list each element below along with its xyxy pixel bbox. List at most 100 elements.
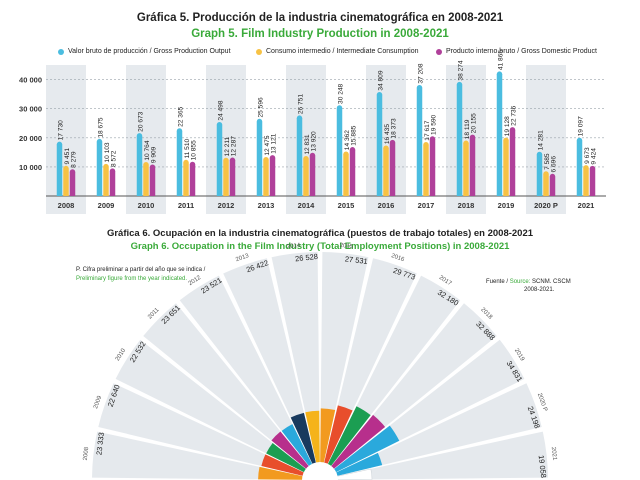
bar <box>63 168 69 196</box>
data-label: 13 920 <box>311 131 318 152</box>
bar-cap <box>229 157 236 163</box>
radial-bar <box>258 466 313 480</box>
radial-track <box>179 275 317 474</box>
data-label: 8 279 <box>71 151 78 168</box>
radial-track <box>143 303 315 475</box>
data-label: 12 475 <box>264 135 271 156</box>
x-tick-label: 2021 <box>578 201 595 210</box>
source-note: Fuente / Source: SCNM. CSCM 2008-2021. <box>486 278 596 294</box>
radial-bar <box>305 410 320 473</box>
y-tick-label: 30 000 <box>19 105 42 114</box>
radial-track <box>327 383 542 479</box>
data-label: 15 885 <box>351 125 358 146</box>
bar <box>429 138 436 196</box>
chart1-title: Gráfica 5. Producción de la industria ci… <box>136 12 504 24</box>
bar-cap <box>183 159 189 166</box>
data-label: 22 365 <box>178 106 185 127</box>
data-label: 25 596 <box>258 97 265 118</box>
bar-cap <box>583 165 589 171</box>
radial-bar <box>320 408 336 473</box>
data-label: 13 121 <box>271 133 278 154</box>
data-label: 8 572 <box>111 150 118 167</box>
radial-track <box>115 339 314 477</box>
legend-item-gross-output: Valor bruto de producción / Gross Produc… <box>58 48 231 55</box>
radial-bar <box>321 405 353 473</box>
bar-cap <box>423 142 429 148</box>
bar <box>416 87 423 196</box>
x-tick-label: 2014 <box>298 201 316 210</box>
data-label: 20 155 <box>471 113 478 134</box>
chart2-subtitle: Graph 6. Occupation in the Film Industry… <box>130 241 510 252</box>
bar <box>383 148 389 196</box>
radial-bar <box>290 412 319 473</box>
bar-cap <box>389 139 396 146</box>
radial-year-label: 2014 <box>287 243 302 251</box>
x-tick-label: 2008 <box>58 201 75 210</box>
radial-bar <box>271 431 315 475</box>
bar <box>456 84 463 196</box>
source-label-en: Source: <box>509 279 531 285</box>
legend-label-gdp: Producto interno bruto / Gross Domestic … <box>446 48 597 55</box>
bar <box>143 164 149 196</box>
radial-bar <box>323 406 371 474</box>
bar <box>189 164 196 196</box>
x-tick-label: 2009 <box>98 201 115 210</box>
radial-year-label: 2015 <box>339 243 354 251</box>
data-label: 11 510 <box>184 138 191 158</box>
bar-cap <box>536 151 543 158</box>
source-text: SCNM. CSCM <box>530 279 571 285</box>
bar <box>223 160 229 196</box>
radial-bar <box>326 425 400 477</box>
x-tick-label: 2011 <box>178 201 194 210</box>
bar-cap <box>543 171 549 177</box>
data-label: 19 128 <box>504 116 511 137</box>
data-label: 6 696 <box>551 156 558 173</box>
data-label: 9 424 <box>591 148 598 165</box>
data-label: 30 248 <box>338 83 345 104</box>
x-tick-label: 2010 <box>138 201 155 210</box>
bar <box>149 167 156 196</box>
data-label: 20 673 <box>138 111 145 132</box>
bar <box>136 135 143 196</box>
radial-year-label: 2016 <box>390 253 405 263</box>
radial-bar <box>266 443 314 477</box>
source-label-es: Fuente / <box>486 279 510 285</box>
bar <box>103 166 109 196</box>
data-label: 34 809 <box>378 70 385 91</box>
bar <box>336 107 343 196</box>
x-tick-label: 2012 <box>218 201 235 210</box>
radial-year-label: 2019 <box>513 348 526 363</box>
bar <box>256 121 263 196</box>
x-tick-label: 2020 P <box>534 201 558 210</box>
data-label: 19 590 <box>431 114 438 135</box>
bar-cap <box>343 151 349 157</box>
bar-cap <box>69 169 76 175</box>
data-label: 7 585 <box>544 153 551 170</box>
radial-track <box>92 431 313 480</box>
data-label: 12 831 <box>304 134 311 155</box>
radial-value-label: 26 528 <box>295 252 319 264</box>
data-label: 22 736 <box>511 105 518 126</box>
legend-swatch-gdp <box>436 48 442 55</box>
bar-cap <box>589 165 596 172</box>
preliminary-note: P. Cifra preliminar a partir del año que… <box>76 267 206 273</box>
radial-year-label: 2013 <box>235 253 250 263</box>
chart1-subtitle: Graph 5. Film Industry Production in 200… <box>191 28 449 40</box>
x-tick-label: 2013 <box>258 201 275 210</box>
bar-cap <box>103 163 109 170</box>
data-label: 26 751 <box>298 94 305 115</box>
data-label: 10 855 <box>191 140 198 161</box>
bar <box>543 173 549 196</box>
bar-cap <box>223 157 229 164</box>
data-label: 16 435 <box>384 124 391 145</box>
bar-cap <box>56 141 63 148</box>
bar-cap <box>149 164 156 170</box>
bar <box>503 140 509 196</box>
data-label: 19 097 <box>578 116 585 137</box>
bar <box>183 162 189 196</box>
bar-cap <box>456 81 463 88</box>
y-tick-label: 20 000 <box>19 134 42 143</box>
bar-cap <box>383 145 389 151</box>
bar-cap <box>376 91 383 98</box>
